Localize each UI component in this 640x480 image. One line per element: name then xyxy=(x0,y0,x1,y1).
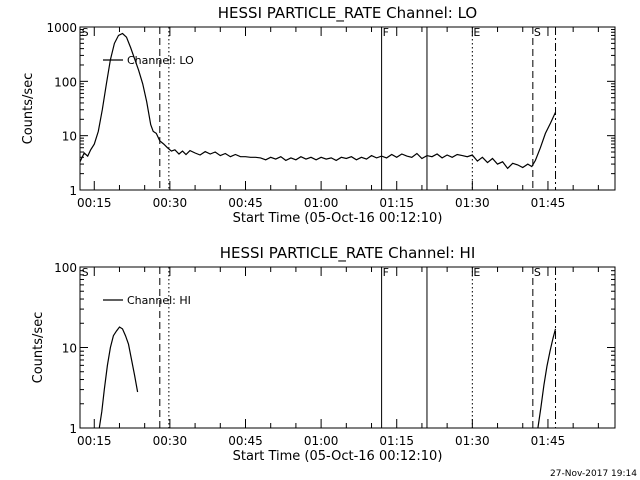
chart-title: HESSI PARTICLE_RATE Channel: HI xyxy=(220,244,476,263)
marker-label: E xyxy=(473,26,480,39)
x-tick-label: 00:15 xyxy=(77,196,112,210)
x-tick-label: 01:15 xyxy=(379,196,414,210)
x-axis-label: Start Time (05-Oct-16 00:12:10) xyxy=(233,449,443,464)
y-tick-label: 100 xyxy=(54,75,77,89)
x-tick-label: 01:45 xyxy=(531,434,566,448)
series-line-1 xyxy=(79,32,557,170)
series-line-2 xyxy=(537,328,557,429)
chart-panel-1: HESSI PARTICLE_RATE Channel: LO 1 10 100 100… xyxy=(21,4,616,226)
x-tick-label: 00:45 xyxy=(228,196,263,210)
x-tick-label: 01:00 xyxy=(304,434,339,448)
x-tick-label: 01:00 xyxy=(304,196,339,210)
x-tick-label: 01:30 xyxy=(455,196,490,210)
plot-frame xyxy=(79,26,616,191)
marker-label: S xyxy=(534,26,541,39)
x-tick-label: 00:45 xyxy=(228,434,263,448)
x-tick-label: 01:15 xyxy=(379,434,414,448)
y-tick-label: 100 xyxy=(54,261,77,275)
x-axis-label: Start Time (05-Oct-16 00:12:10) xyxy=(233,211,443,226)
legend-label: Channel: HI xyxy=(127,294,191,307)
x-tick-label: 00:30 xyxy=(153,434,188,448)
marker-label: F xyxy=(383,26,389,39)
x-tick-label: 01:45 xyxy=(531,196,566,210)
chart-title: HESSI PARTICLE_RATE Channel: LO xyxy=(218,4,477,23)
y-tick-label: 10 xyxy=(62,130,77,144)
legend-label: Channel: LO xyxy=(127,54,194,67)
marker-label: S xyxy=(82,26,89,39)
x-tick-label: 00:30 xyxy=(153,196,188,210)
y-tick-label: 1 xyxy=(69,184,77,198)
marker-label: E xyxy=(473,266,480,279)
marker-label: F xyxy=(383,266,389,279)
y-tick-label: 1000 xyxy=(46,21,77,35)
y-axis-label: Counts/sec xyxy=(21,73,36,145)
marker-label: S xyxy=(82,266,89,279)
x-tick-label: 00:15 xyxy=(77,434,112,448)
chart-panel-2: HESSI PARTICLE_RATE Channel: HI 1 10 100 00:… xyxy=(31,244,616,464)
generation-timestamp: 27-Nov-2017 19:14 xyxy=(550,469,637,479)
y-tick-label: 10 xyxy=(62,342,77,356)
x-tick-label: 01:30 xyxy=(455,434,490,448)
y-axis-label: Counts/sec xyxy=(31,312,46,384)
y-tick-label: 1 xyxy=(69,422,77,436)
marker-label: S xyxy=(534,266,541,279)
series-line-1 xyxy=(98,326,139,429)
